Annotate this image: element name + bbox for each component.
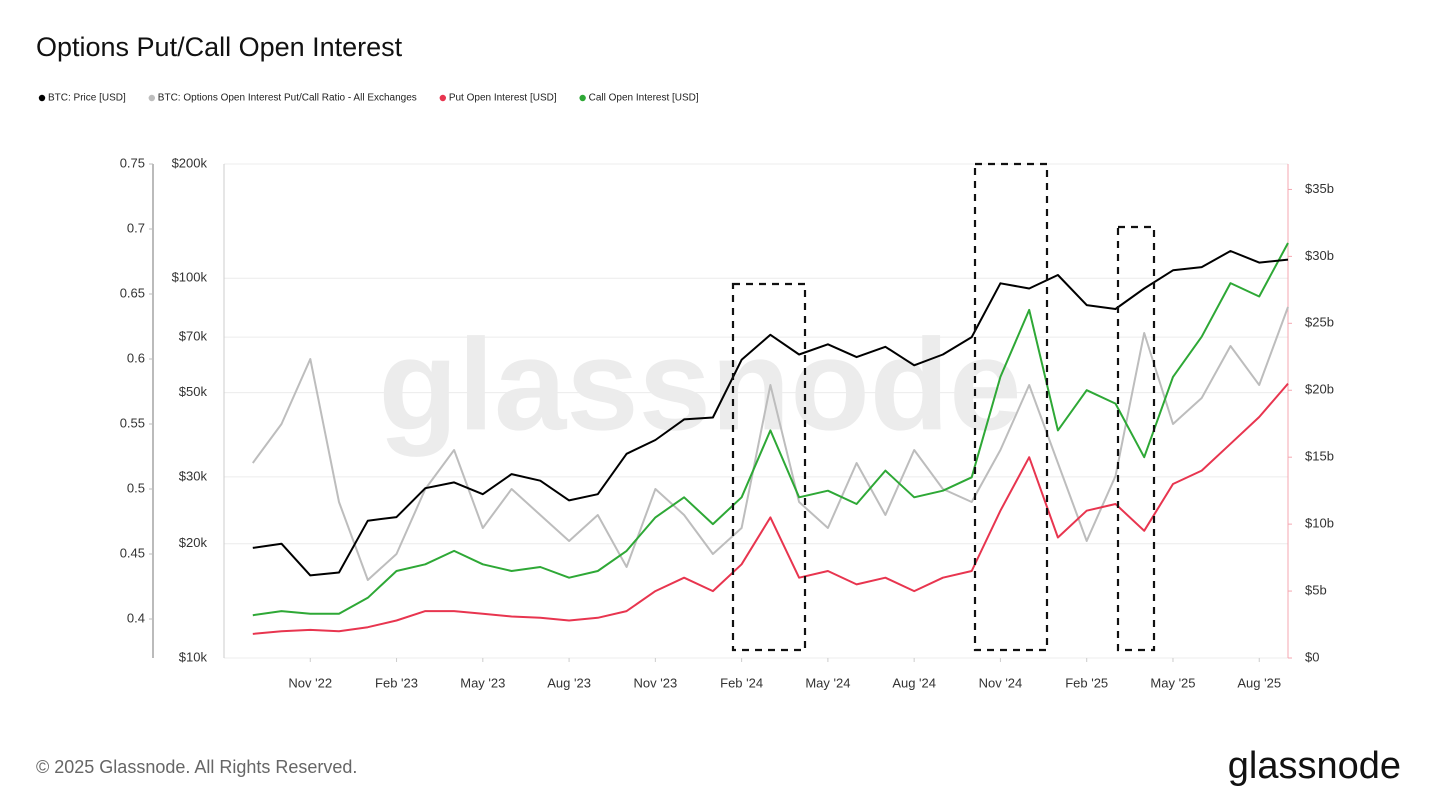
highlight-box: [973, 162, 1049, 652]
x-tick-label: Nov '22: [288, 675, 332, 690]
series-line: [252, 242, 1289, 617]
y-tick-label: $100k: [172, 270, 208, 285]
legend-label: Call Open Interest [USD]: [589, 93, 699, 104]
x-tick-label: May '23: [460, 675, 505, 690]
series-line: [252, 250, 1289, 577]
x-tick-label: Nov '24: [979, 675, 1023, 690]
y2-tick-label: $20b: [1305, 382, 1334, 397]
x-tick-label: May '25: [1150, 675, 1195, 690]
y2-tick-label: $15b: [1305, 449, 1334, 464]
legend-label: BTC: Options Open Interest Put/Call Rati…: [158, 93, 417, 104]
y-tick-label: $10k: [179, 649, 208, 664]
legend-label: Put Open Interest [USD]: [449, 93, 557, 104]
chart-title: Options Put/Call Open Interest: [36, 32, 403, 62]
y3-tick-label: 0.5: [127, 480, 145, 495]
y-tick-label: $50k: [179, 384, 208, 399]
y3-tick-label: 0.7: [127, 220, 145, 235]
x-tick-label: Aug '23: [547, 675, 591, 690]
y2-tick-label: $25b: [1305, 315, 1334, 330]
x-tick-label: Aug '25: [1237, 675, 1281, 690]
y3-tick-label: 0.6: [127, 350, 145, 365]
y2-tick-label: $5b: [1305, 582, 1327, 597]
y3-tick-label: 0.4: [127, 610, 145, 625]
x-tick-label: Feb '25: [1065, 675, 1108, 690]
x-tick-label: Feb '23: [375, 675, 418, 690]
y-tick-label: $30k: [179, 468, 208, 483]
logo: glassnode: [1228, 745, 1401, 787]
y2-tick-label: $35b: [1305, 181, 1334, 196]
x-tick-label: Aug '24: [892, 675, 936, 690]
legend-marker: [148, 94, 155, 102]
highlight-box: [731, 282, 807, 652]
y-tick-label: $200k: [172, 155, 208, 170]
y2-tick-label: $10b: [1305, 516, 1334, 531]
highlight-box: [1116, 225, 1156, 652]
y-tick-label: $70k: [179, 329, 208, 344]
legend-marker: [38, 94, 46, 102]
highlight-boxes: [731, 162, 1156, 652]
legend-marker: [579, 94, 586, 102]
x-tick-label: Nov '23: [634, 675, 678, 690]
footer: © 2025 Glassnode. All Rights Reserved.: [36, 757, 357, 777]
legend-label: BTC: Price [USD]: [48, 93, 126, 104]
y3-tick-label: 0.45: [120, 545, 145, 560]
legend-marker: [439, 94, 447, 102]
x-tick-label: Feb '24: [720, 675, 763, 690]
y2-tick-label: $0: [1305, 649, 1319, 664]
watermark: glassnode: [379, 311, 1022, 457]
series-line: [252, 382, 1289, 635]
y3-tick-label: 0.75: [120, 155, 145, 170]
x-tick-label: May '24: [805, 675, 850, 690]
y2-tick-label: $30b: [1305, 248, 1334, 263]
y3-tick-label: 0.65: [120, 285, 145, 300]
plot-area: $10k $20k $30k $50k $70k $100k $200k $0 $5b $10b $…: [120, 155, 1334, 690]
y3-tick-label: 0.55: [120, 415, 145, 430]
y-tick-label: $20k: [179, 535, 208, 550]
